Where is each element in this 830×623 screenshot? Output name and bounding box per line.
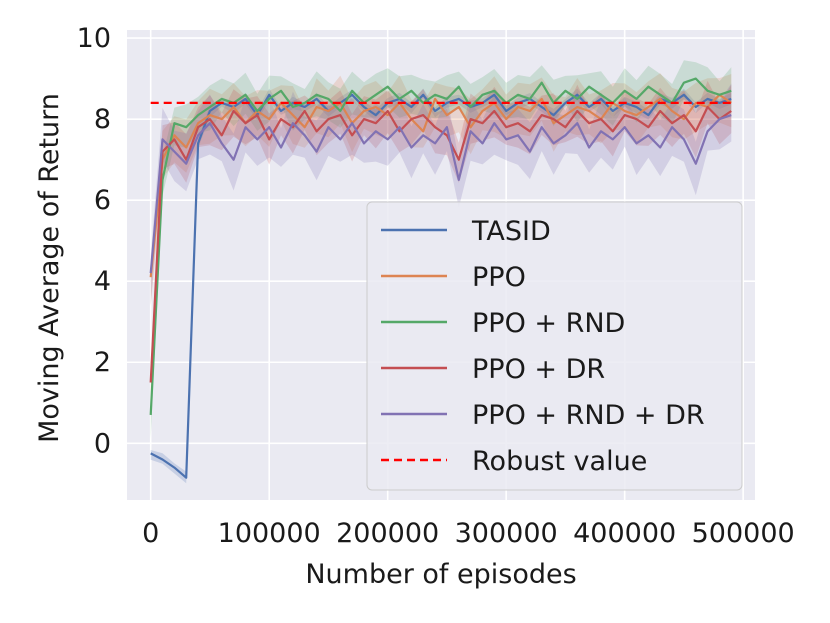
band-ppo-rnd (150, 60, 732, 439)
y-tick-labels: 0 2 4 6 8 10 (77, 23, 111, 459)
y-tick-label: 8 (94, 104, 111, 135)
x-tick-label: 100000 (218, 518, 321, 549)
series-line-ppo-rnd-dr (149, 114, 732, 274)
y-tick-label: 0 (94, 428, 111, 459)
x-tick-label: 400000 (573, 518, 676, 549)
y-tick-label: 2 (94, 347, 111, 378)
y-tick-label: 4 (94, 266, 111, 297)
x-tick-label: 500000 (692, 518, 795, 549)
series-lines (149, 77, 732, 479)
x-tick-label: 300000 (455, 518, 558, 549)
legend-label: PPO + DR (472, 354, 605, 385)
legend-label: PPO (472, 262, 526, 293)
legend-label: PPO + RND + DR (472, 400, 705, 431)
band-ppo (150, 73, 732, 307)
x-tick-labels: 0 100000 200000 300000 400000 500000 (142, 518, 795, 549)
y-tick-label: 10 (77, 23, 111, 54)
x-axis-label: Number of episodes (305, 559, 576, 590)
legend-label: TASID (471, 216, 551, 247)
series-line-ppo-rnd (149, 77, 732, 415)
series-line-ppo-dr (149, 105, 732, 383)
x-tick-label: 0 (142, 518, 159, 549)
legend: TASID PPO PPO + RND PPO + DR PPO + RND + DR R… (366, 201, 743, 491)
y-tick-label: 6 (94, 185, 111, 216)
legend-label: PPO + RND (472, 308, 625, 339)
band-ppo-rnd-dr (150, 83, 732, 305)
legend-box (366, 201, 743, 491)
x-tick-label: 200000 (336, 518, 439, 549)
legend-label: Robust value (472, 446, 647, 477)
y-axis-label: Moving Average of Return (34, 93, 65, 443)
